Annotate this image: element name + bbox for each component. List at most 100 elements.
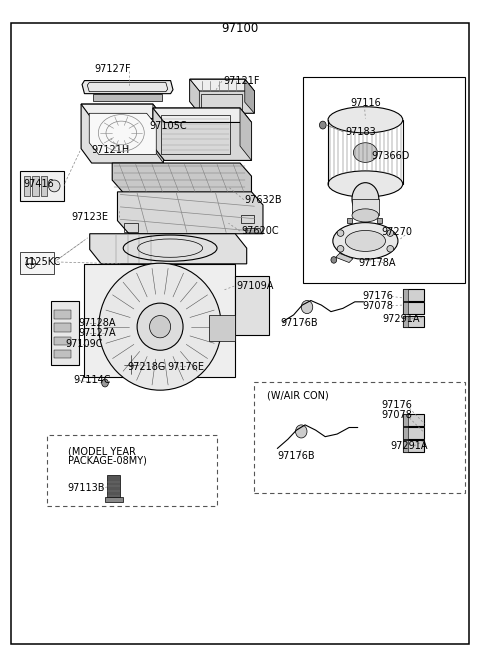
- Ellipse shape: [352, 182, 379, 215]
- Bar: [403, 427, 408, 439]
- Text: 97116: 97116: [350, 98, 381, 108]
- Polygon shape: [89, 113, 156, 155]
- Text: 97123E: 97123E: [72, 212, 108, 222]
- Ellipse shape: [387, 230, 394, 236]
- Text: 97121H: 97121H: [92, 145, 130, 155]
- Text: 97114C: 97114C: [73, 375, 111, 385]
- Bar: [24, 176, 30, 195]
- Ellipse shape: [331, 256, 336, 263]
- Ellipse shape: [102, 379, 108, 387]
- Bar: [403, 316, 408, 327]
- Bar: [54, 323, 71, 332]
- Text: 97176B: 97176B: [280, 318, 318, 329]
- Ellipse shape: [345, 230, 385, 251]
- Polygon shape: [347, 218, 352, 223]
- Text: 97078: 97078: [362, 300, 393, 311]
- Text: (W/AIR CON): (W/AIR CON): [267, 390, 328, 400]
- Text: 97291A: 97291A: [383, 314, 420, 324]
- Polygon shape: [82, 81, 173, 94]
- Polygon shape: [190, 79, 254, 113]
- Text: 97121F: 97121F: [223, 76, 260, 86]
- Ellipse shape: [137, 303, 183, 350]
- Polygon shape: [153, 104, 163, 163]
- Ellipse shape: [301, 300, 313, 314]
- Text: 97416: 97416: [24, 179, 54, 189]
- Bar: [124, 356, 138, 374]
- Polygon shape: [190, 79, 199, 113]
- Ellipse shape: [296, 425, 307, 438]
- Bar: [20, 252, 54, 274]
- Bar: [254, 382, 465, 493]
- Text: 97109C: 97109C: [65, 339, 103, 350]
- Bar: [403, 289, 408, 301]
- Bar: [163, 359, 174, 373]
- Text: 97366D: 97366D: [372, 152, 410, 161]
- Bar: [403, 440, 424, 452]
- Polygon shape: [81, 104, 163, 163]
- Bar: [20, 171, 64, 201]
- Text: 97105C: 97105C: [149, 121, 187, 131]
- Ellipse shape: [99, 263, 221, 390]
- Text: 97176B: 97176B: [277, 451, 315, 461]
- Text: 97113B: 97113B: [68, 483, 105, 493]
- Polygon shape: [81, 104, 163, 119]
- Bar: [403, 414, 408, 426]
- Polygon shape: [153, 108, 252, 123]
- Text: 97109A: 97109A: [236, 281, 274, 291]
- Text: 97176E: 97176E: [167, 361, 204, 371]
- Ellipse shape: [150, 316, 170, 338]
- Polygon shape: [118, 192, 263, 234]
- Ellipse shape: [48, 180, 60, 192]
- Bar: [403, 414, 424, 426]
- Bar: [51, 300, 79, 365]
- Text: 97078: 97078: [381, 410, 412, 420]
- Ellipse shape: [387, 245, 394, 252]
- Text: 97178A: 97178A: [359, 258, 396, 268]
- Bar: [105, 497, 123, 502]
- Bar: [303, 77, 465, 283]
- Bar: [403, 302, 424, 314]
- Ellipse shape: [328, 171, 403, 197]
- Text: 97128A: 97128A: [79, 318, 116, 328]
- Ellipse shape: [352, 209, 379, 222]
- Bar: [54, 337, 71, 345]
- Polygon shape: [209, 315, 235, 341]
- Ellipse shape: [337, 245, 344, 252]
- Bar: [403, 440, 408, 452]
- Text: 97176: 97176: [381, 400, 412, 410]
- Ellipse shape: [328, 107, 403, 133]
- Bar: [54, 350, 71, 358]
- Text: 97183: 97183: [345, 127, 376, 136]
- Text: 97176: 97176: [362, 291, 393, 301]
- Polygon shape: [240, 108, 252, 161]
- Text: (MODEL YEAR: (MODEL YEAR: [68, 446, 135, 456]
- Text: 97127F: 97127F: [95, 64, 132, 74]
- Text: 97218G: 97218G: [128, 361, 166, 371]
- Ellipse shape: [333, 222, 398, 259]
- Text: 97291A: 97291A: [391, 441, 428, 451]
- Text: 97632B: 97632B: [245, 195, 282, 205]
- Polygon shape: [112, 163, 252, 193]
- Bar: [54, 310, 71, 319]
- Polygon shape: [190, 79, 254, 91]
- Polygon shape: [245, 79, 254, 113]
- Text: 97270: 97270: [381, 228, 412, 237]
- Polygon shape: [153, 108, 252, 161]
- Bar: [41, 176, 47, 195]
- Bar: [403, 427, 424, 439]
- Bar: [107, 475, 120, 499]
- Polygon shape: [90, 234, 247, 264]
- Polygon shape: [336, 253, 353, 262]
- Polygon shape: [377, 218, 382, 223]
- Ellipse shape: [320, 121, 326, 129]
- Bar: [403, 316, 424, 327]
- Polygon shape: [245, 228, 262, 233]
- Ellipse shape: [337, 230, 344, 236]
- Bar: [403, 289, 424, 301]
- Text: 97100: 97100: [221, 22, 259, 35]
- Polygon shape: [84, 264, 235, 377]
- Polygon shape: [235, 276, 269, 335]
- Text: 97127A: 97127A: [79, 328, 116, 338]
- Bar: [47, 436, 216, 506]
- Bar: [403, 302, 408, 314]
